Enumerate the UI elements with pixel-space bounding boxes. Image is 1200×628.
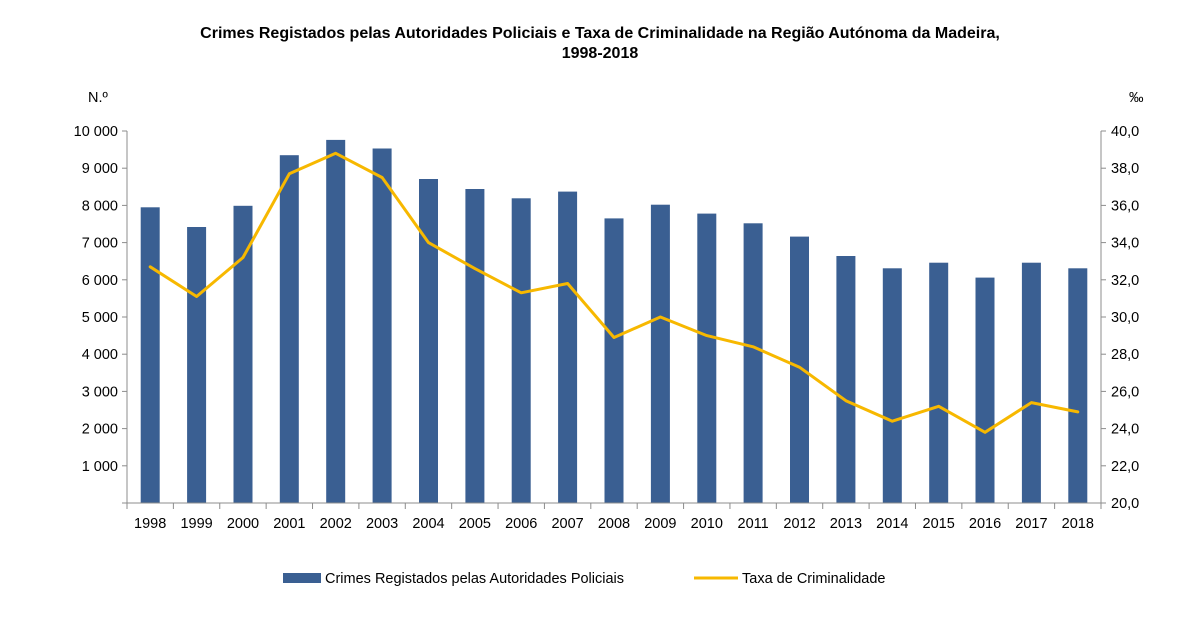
right-axis-tick-label: 34,0 [1111, 236, 1139, 252]
x-axis-tick-label: 2003 [366, 516, 398, 532]
chart-title: Crimes Registados pelas Autoridades Poli… [0, 24, 1200, 64]
axes-layer: 1 000 2 000 3 000 4 000 5 000 6 000 7 000 8 000… [74, 124, 1140, 532]
bar-2001 [279, 155, 299, 503]
bar-2008 [604, 218, 624, 503]
legend: Crimes Registados pelas Autoridades Poli… [283, 571, 885, 587]
bar-1998 [140, 207, 160, 504]
line-point-1998 [149, 265, 152, 268]
bar-2018 [1068, 268, 1088, 503]
line-point-1999 [195, 295, 198, 298]
bar-2006 [511, 198, 531, 504]
right-axis-tick-label: 30,0 [1111, 310, 1139, 326]
line-point-2018 [1076, 410, 1080, 414]
x-axis-tick-label: 2018 [1062, 516, 1094, 532]
left-axis-tick-label: 7 000 [82, 236, 118, 252]
x-axis-tick-label: 2008 [598, 516, 630, 532]
right-axis-tick-label: 26,0 [1111, 384, 1139, 400]
legend-label-taxa: Taxa de Criminalidade [742, 571, 885, 587]
right-axis-tick-label: 22,0 [1111, 459, 1139, 475]
right-axis-tick-label: 20,0 [1111, 496, 1139, 512]
bar-2016 [975, 277, 995, 503]
x-axis-tick-label: 2000 [227, 516, 259, 532]
line-point-2008 [612, 336, 616, 339]
bar-2000 [233, 205, 253, 504]
line-point-2005 [473, 267, 477, 270]
line-point-2001 [288, 172, 291, 175]
line-point-2010 [705, 334, 708, 337]
right-axis-tick-label: 40,0 [1111, 124, 1139, 140]
line-point-2002 [334, 152, 337, 155]
line-point-2016 [983, 431, 987, 434]
legend-swatch-crimes [283, 573, 321, 583]
line-point-2006 [520, 291, 523, 294]
bar-2002 [326, 139, 346, 503]
line-point-2015 [937, 405, 940, 408]
bar-1999 [187, 227, 207, 503]
bar-2009 [650, 204, 670, 503]
right-axis-tick-label: 38,0 [1111, 161, 1139, 177]
left-axis-tick-label: 9 000 [82, 161, 118, 177]
line-point-2011 [751, 345, 755, 348]
left-axis-tick-label: 3 000 [82, 384, 118, 400]
left-axis-tick-label: 1 000 [82, 459, 118, 475]
line-point-2014 [891, 420, 894, 423]
bar-2005 [465, 189, 485, 503]
bar-2010 [697, 213, 717, 503]
bars-layer [140, 139, 1088, 504]
x-axis-tick-label: 2011 [738, 516, 769, 532]
right-axis-tick-label: 32,0 [1111, 273, 1139, 289]
line-point-2009 [659, 315, 662, 319]
bar-2012 [790, 236, 809, 503]
x-axis-tick-label: 2017 [1015, 516, 1047, 532]
chart-title-line-2: 1998-2018 [561, 45, 639, 62]
bar-2011 [743, 223, 763, 504]
left-axis-tick-label: 2 000 [82, 422, 118, 438]
left-axis-tick-label: 10 000 [74, 124, 118, 140]
x-axis-tick-label: 2001 [273, 516, 305, 532]
x-axis-tick-label: 2010 [691, 516, 723, 532]
x-axis-tick-label: 2004 [412, 516, 444, 532]
bar-2015 [929, 262, 949, 503]
x-axis-tick-label: 2006 [505, 516, 537, 532]
bar-2004 [419, 179, 438, 503]
x-axis-tick-label: 2013 [830, 516, 862, 532]
right-axis-unit-label: ‰ [1129, 90, 1144, 106]
x-axis-tick-label: 2016 [969, 516, 1001, 532]
line-point-2007 [566, 282, 569, 285]
line-point-2017 [1030, 401, 1033, 404]
left-axis-tick-label: 6 000 [82, 273, 118, 289]
right-axis-tick-label: 36,0 [1111, 198, 1139, 214]
line-layer [148, 151, 1080, 434]
x-axis-tick-label: 2005 [459, 516, 491, 532]
right-axis-tick-label: 24,0 [1111, 422, 1139, 438]
line-point-2012 [798, 366, 801, 369]
x-axis-tick-label: 2009 [644, 516, 676, 532]
left-axis-unit-label: N.º [88, 90, 109, 106]
x-axis-tick-label: 2002 [320, 516, 352, 532]
x-axis-tick-label: 2015 [923, 516, 955, 532]
line-point-2013 [844, 399, 848, 402]
x-axis-tick-label: 2007 [551, 516, 583, 532]
x-axis-tick-label: 1998 [134, 516, 166, 532]
bar-2013 [836, 256, 856, 503]
left-axis-tick-label: 5 000 [82, 310, 118, 326]
line-point-2000 [241, 256, 245, 259]
line-point-2003 [380, 176, 384, 179]
line-point-2004 [427, 241, 430, 244]
bar-2007 [558, 191, 578, 503]
legend-label-crimes: Crimes Registados pelas Autoridades Poli… [325, 571, 624, 587]
bar-2014 [882, 268, 902, 503]
bar-2017 [1021, 262, 1041, 503]
left-axis-tick-label: 4 000 [82, 347, 118, 363]
bar-2003 [372, 148, 392, 503]
x-axis-tick-label: 2014 [876, 516, 908, 532]
x-axis-tick-label: 2012 [783, 516, 815, 532]
chart-title-line-1: Crimes Registados pelas Autoridades Poli… [200, 25, 1000, 42]
x-axis-tick-label: 1999 [180, 516, 212, 532]
right-axis-tick-label: 28,0 [1111, 347, 1139, 363]
left-axis-tick-label: 8 000 [82, 198, 118, 214]
